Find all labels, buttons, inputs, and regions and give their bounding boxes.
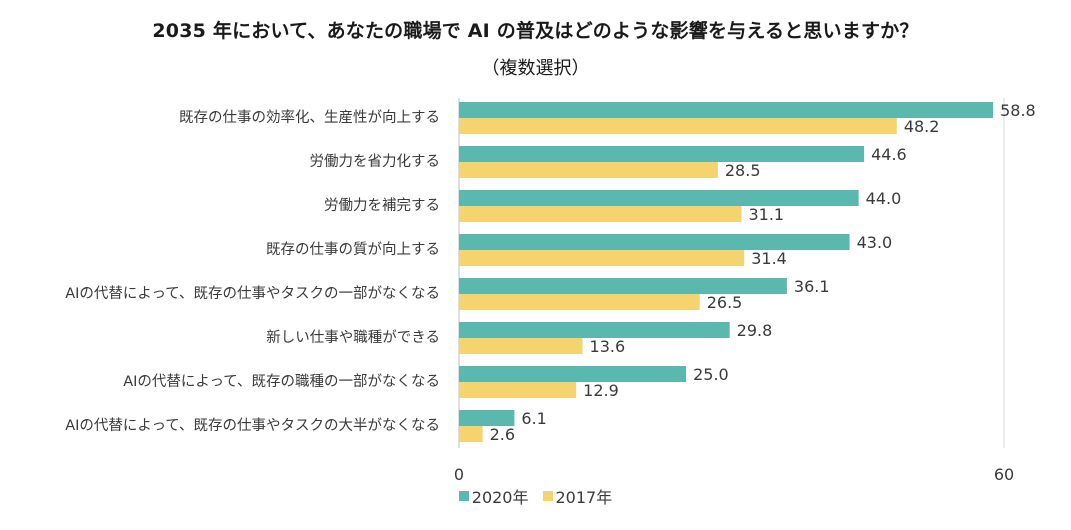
category-label: AIの代替によって、既存の仕事やタスクの一部がなくなる <box>65 285 440 302</box>
legend-item-2017: 2017年 <box>542 484 613 508</box>
bar-2017 <box>459 382 577 398</box>
data-label-2020: 58.8 <box>1000 101 1036 120</box>
category-label: 既存の仕事の質が向上する <box>266 240 440 258</box>
bar-2020 <box>459 278 787 294</box>
x-tick-label: 60 <box>994 465 1014 484</box>
data-label-2017: 12.9 <box>583 381 619 400</box>
bar-2020 <box>459 410 515 426</box>
data-label-2020: 6.1 <box>521 409 546 428</box>
legend-swatch-2020 <box>458 491 469 501</box>
data-label-2020: 44.6 <box>871 145 907 164</box>
bar-2017 <box>459 162 718 178</box>
category-label: 既存の仕事の効率化、生産性が向上する <box>179 109 440 126</box>
category-label: AIの代替によって、既存の仕事やタスクの大半がなくなる <box>65 417 440 434</box>
chart-subtitle: （複数選択） <box>481 58 590 79</box>
bar-2017 <box>459 206 742 222</box>
bar-2017 <box>459 426 483 442</box>
bar-2017 <box>459 118 897 134</box>
legend-item-2020: 2020年 <box>458 484 529 508</box>
legend-label-2020: 2020年 <box>471 488 529 507</box>
data-label-2017: 31.4 <box>751 249 787 268</box>
bar-2020 <box>459 190 859 206</box>
data-label-2020: 36.1 <box>794 277 830 296</box>
chart-legend: 2020年 2017年 <box>0 484 1071 508</box>
category-label: 労働力を省力化する <box>310 153 441 170</box>
chart-title: 2035 年において、あなたの職場で AI の普及はどのような影響を与えると思い… <box>152 20 919 42</box>
data-label-2017: 13.6 <box>590 337 626 356</box>
category-label: AIの代替によって、既存の職種の一部がなくなる <box>123 373 440 390</box>
data-label-2017: 26.5 <box>707 293 743 312</box>
legend-label-2017: 2017年 <box>555 488 613 507</box>
data-label-2017: 28.5 <box>725 161 761 180</box>
category-label: 新しい仕事や職種ができる <box>266 329 440 346</box>
legend-swatch-2017 <box>542 491 553 501</box>
bar-2017 <box>459 294 700 310</box>
bar-2017 <box>459 338 583 354</box>
data-label-2020: 44.0 <box>866 189 902 208</box>
data-label-2020: 29.8 <box>737 321 773 340</box>
bar-2020 <box>459 102 994 118</box>
data-label-2020: 25.0 <box>693 365 729 384</box>
bar-2020 <box>459 322 730 338</box>
data-label-2017: 2.6 <box>490 425 515 444</box>
data-label-2020: 43.0 <box>857 233 893 252</box>
bar-2020 <box>459 366 687 382</box>
data-label-2017: 31.1 <box>748 205 784 224</box>
bar-2020 <box>459 234 850 250</box>
bar-2017 <box>459 250 745 266</box>
bar-2020 <box>459 146 865 162</box>
x-tick-label: 0 <box>454 465 464 484</box>
data-label-2017: 48.2 <box>904 117 940 136</box>
category-label: 労働力を補完する <box>324 197 440 214</box>
